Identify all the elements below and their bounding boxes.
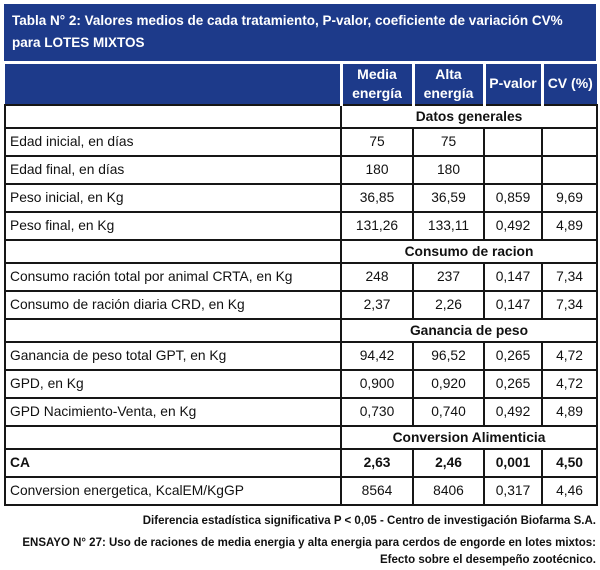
table-title: Tabla N° 2: Valores medios de cada trata…: [4, 4, 596, 61]
row-label: Consumo de ración diaria CRD, en Kg: [4, 289, 342, 320]
table-row-edad-final: Edad final, en días 180 180: [4, 154, 598, 185]
column-header-row: Media energía Alta energía P-valor CV (%…: [5, 63, 597, 106]
section-header-label: Consumo de racion: [340, 238, 598, 264]
section-spacer-cell: [4, 103, 342, 129]
cell-cv: 4,89: [541, 396, 598, 427]
table-row-edad-inicial: Edad inicial, en días 75 75: [4, 126, 598, 157]
cell-p-valor: [483, 126, 543, 157]
row-label: Conversion energetica, KcalEM/KgGP: [4, 475, 342, 506]
cell-media-energia: 180: [340, 154, 414, 185]
cell-cv: 7,34: [541, 261, 598, 292]
cell-p-valor: 0,317: [483, 475, 543, 506]
cell-p-valor: 0,147: [483, 261, 543, 292]
section-header-row-conversion-alimenticia: Conversion Alimenticia: [4, 424, 598, 450]
section-spacer-cell: [4, 317, 342, 343]
cell-alta-energia: 2,46: [412, 447, 485, 478]
col-header-alta-energia: Alta energía: [411, 63, 484, 106]
section-header-row-ganancia-peso: Ganancia de peso: [4, 317, 598, 343]
col-header-media-energia: Media energía: [339, 63, 413, 106]
cell-cv: 4,46: [541, 475, 598, 506]
section-header-row-datos-generales: Datos generales: [4, 103, 598, 129]
row-label: Peso final, en Kg: [4, 210, 342, 241]
cell-media-energia: 8564: [340, 475, 414, 506]
row-label: CA: [4, 447, 342, 478]
row-label: Consumo ración total por animal CRTA, en…: [4, 261, 342, 292]
cell-media-energia: 75: [340, 126, 414, 157]
cell-p-valor: 0,001: [483, 447, 543, 478]
cell-alta-energia: 8406: [412, 475, 485, 506]
table-row-ca: CA 2,63 2,46 0,001 4,50: [4, 447, 598, 478]
section-header-row-consumo-racion: Consumo de racion: [4, 238, 598, 264]
section-header-label: Conversion Alimenticia: [340, 424, 598, 450]
table-row-conversion-energetica: Conversion energetica, KcalEM/KgGP 8564 …: [4, 475, 598, 506]
table-row-consumo-crta: Consumo ración total por animal CRTA, en…: [4, 261, 598, 292]
cell-media-energia: 131,26: [340, 210, 414, 241]
cell-cv: 4,89: [541, 210, 598, 241]
cell-alta-energia: 0,740: [412, 396, 485, 427]
row-label: Edad final, en días: [4, 154, 342, 185]
cell-media-energia: 2,37: [340, 289, 414, 320]
cell-cv: [541, 126, 598, 157]
cell-p-valor: 0,859: [483, 182, 543, 213]
section-spacer-cell: [4, 424, 342, 450]
cell-p-valor: 0,492: [483, 396, 543, 427]
col-header-p-valor: P-valor: [482, 63, 542, 106]
cell-alta-energia: 2,26: [412, 289, 485, 320]
cell-p-valor: 0,265: [483, 368, 543, 399]
cell-media-energia: 0,900: [340, 368, 414, 399]
cell-alta-energia: 36,59: [412, 182, 485, 213]
cell-media-energia: 94,42: [340, 340, 414, 371]
corner-cell: [5, 63, 341, 106]
cell-alta-energia: 133,11: [412, 210, 485, 241]
table-row-gpd-nacimiento-venta: GPD Nacimiento-Venta, en Kg 0,730 0,740 …: [4, 396, 598, 427]
section-header-label: Datos generales: [340, 103, 598, 129]
table-row-peso-inicial: Peso inicial, en Kg 36,85 36,59 0,859 9,…: [4, 182, 598, 213]
cell-p-valor: 0,265: [483, 340, 543, 371]
cell-p-valor: 0,492: [483, 210, 543, 241]
section-header-label: Ganancia de peso: [340, 317, 598, 343]
cell-cv: 9,69: [541, 182, 598, 213]
cell-alta-energia: 237: [412, 261, 485, 292]
row-label: Ganancia de peso total GPT, en Kg: [4, 340, 342, 371]
cell-alta-energia: 0,920: [412, 368, 485, 399]
row-label: GPD Nacimiento-Venta, en Kg: [4, 396, 342, 427]
cell-media-energia: 36,85: [340, 182, 414, 213]
cell-cv: 4,72: [541, 340, 598, 371]
cell-alta-energia: 180: [412, 154, 485, 185]
significance-note: Diferencia estadística significativa P <…: [142, 514, 596, 527]
cell-cv: [541, 154, 598, 185]
cell-cv: 4,50: [541, 447, 598, 478]
table-row-peso-final: Peso final, en Kg 131,26 133,11 0,492 4,…: [4, 210, 598, 241]
row-label: Edad inicial, en días: [4, 126, 342, 157]
row-label: GPD, en Kg: [4, 368, 342, 399]
treatment-results-table: Media energía Alta energía P-valor CV (%…: [4, 63, 598, 506]
table-row-gpd: GPD, en Kg 0,900 0,920 0,265 4,72: [4, 368, 598, 399]
cell-media-energia: 2,63: [340, 447, 414, 478]
cell-alta-energia: 75: [412, 126, 485, 157]
row-label: Peso inicial, en Kg: [4, 182, 342, 213]
cell-cv: 7,34: [541, 289, 598, 320]
cell-media-energia: 0,730: [340, 396, 414, 427]
table-row-consumo-crd: Consumo de ración diaria CRD, en Kg 2,37…: [4, 289, 598, 320]
cell-cv: 4,72: [541, 368, 598, 399]
cell-alta-energia: 96,52: [412, 340, 485, 371]
section-spacer-cell: [4, 238, 342, 264]
footnotes: Diferencia estadística significativa P <…: [4, 515, 596, 570]
col-header-cv: CV (%): [540, 63, 597, 106]
table-row-gpt: Ganancia de peso total GPT, en Kg 94,42 …: [4, 340, 598, 371]
trial-note: ENSAYO N° 27: Uso de raciones de media e…: [22, 536, 596, 567]
cell-media-energia: 248: [340, 261, 414, 292]
cell-p-valor: [483, 154, 543, 185]
cell-p-valor: 0,147: [483, 289, 543, 320]
